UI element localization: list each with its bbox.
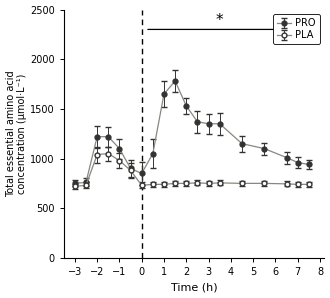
- Y-axis label: Total essential amino acid
concentration (μmol·L⁻¹): Total essential amino acid concentration…: [6, 70, 27, 197]
- X-axis label: Time (h): Time (h): [171, 283, 217, 292]
- Legend: PRO, PLA: PRO, PLA: [273, 14, 319, 44]
- Text: *: *: [216, 13, 223, 28]
